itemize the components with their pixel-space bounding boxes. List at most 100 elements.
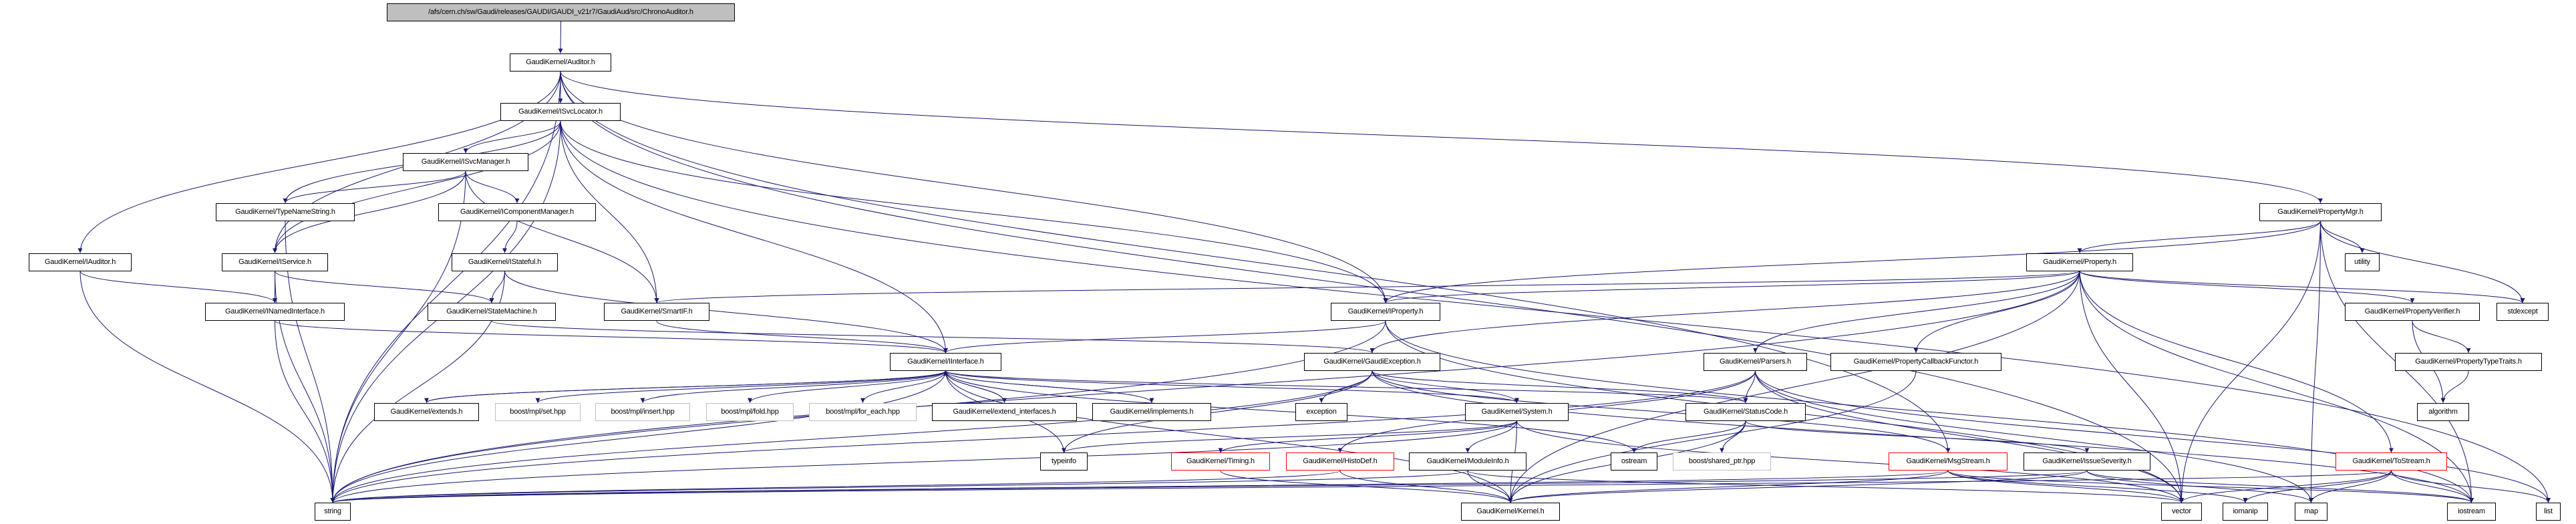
edge-parsers-to-map <box>1755 370 2313 503</box>
edge-system-to-timing <box>1218 420 1517 453</box>
node-propertyverifier[interactable]: GaudiKernel/PropertyVerifier.h <box>2345 303 2480 321</box>
edge-iinterface-to-kernel <box>945 370 1513 503</box>
node-histodef[interactable]: GaudiKernel/HistoDef.h <box>1286 452 1394 471</box>
node-iinterface[interactable]: GaudiKernel/IInterface.h <box>890 352 1001 371</box>
edge-propertymgr-to-vector <box>2179 221 2321 503</box>
edge-isvcmanager-to-iservice <box>273 171 466 253</box>
edge-propertyverifier-to-propertytypetraits <box>2412 321 2471 353</box>
edge-msgstream-to-vector <box>1947 471 2184 503</box>
edge-isvclocator-to-isvcmanager <box>463 121 561 154</box>
node-list[interactable]: list <box>2536 503 2561 521</box>
node-property[interactable]: GaudiKernel/Property.h <box>2026 253 2133 271</box>
node-auditor[interactable]: GaudiKernel/Auditor.h <box>510 53 611 72</box>
node-propertymgr[interactable]: GaudiKernel/PropertyMgr.h <box>2259 203 2382 221</box>
node-iservice[interactable]: GaudiKernel/IService.h <box>222 253 328 271</box>
edge-issueseverity-to-iostream <box>2086 470 2474 503</box>
edge-gaudiexception-to-msgstream <box>1372 370 1951 453</box>
node-msgstream[interactable]: GaudiKernel/MsgStream.h <box>1889 452 2007 471</box>
edge-isvcmanager-to-smartif <box>465 171 659 303</box>
edge-iinterface-to-mplset <box>535 370 946 404</box>
edge-msgstream-to-iomanip <box>1947 470 2248 503</box>
node-string[interactable]: string <box>315 503 351 521</box>
edge-property-to-iproperty <box>1383 271 2080 303</box>
node-vector[interactable]: vector <box>2161 503 2202 521</box>
node-typeinfo[interactable]: typeinfo <box>1040 452 1088 471</box>
edge-propertymgr-to-stdexcept <box>2320 221 2525 303</box>
node-statemachine[interactable]: GaudiKernel/StateMachine.h <box>428 303 556 321</box>
edge-inamedinterface-to-iinterface <box>275 320 948 354</box>
node-ostream[interactable]: ostream <box>1611 452 1657 471</box>
edge-system-to-string <box>330 420 1517 503</box>
node-system[interactable]: GaudiKernel/System.h <box>1465 402 1569 421</box>
edge-tostream-to-list <box>2391 471 2551 503</box>
node-moduleinfo[interactable]: GaudiKernel/ModuleInfo.h <box>1409 452 1526 471</box>
edge-istateful-to-statemachine <box>489 271 505 303</box>
edge-iauditor-to-string <box>79 271 335 503</box>
node-stdexcept[interactable]: stdexcept <box>2497 303 2549 321</box>
node-isvcmanager[interactable]: GaudiKernel/ISvcManager.h <box>403 153 528 172</box>
edge-iproperty-to-iinterface <box>943 320 1386 354</box>
node-inamedinterface[interactable]: GaudiKernel/INamedInterface.h <box>205 303 345 321</box>
node-map[interactable]: map <box>2295 503 2327 521</box>
edge-system-to-moduleinfo <box>1465 420 1517 453</box>
edge-propertymgr-to-property <box>2077 221 2321 253</box>
node-isvclocator[interactable]: GaudiKernel/ISvcLocator.h <box>500 103 621 122</box>
node-propertytypetraits[interactable]: GaudiKernel/PropertyTypeTraits.h <box>2395 352 2542 371</box>
edge-iinterface-to-mplfold <box>748 370 946 403</box>
edge-iinterface-to-statuscode <box>945 370 1748 404</box>
edge-parsers-to-string <box>330 370 1756 503</box>
edge-property-to-propertyverifier <box>2079 271 2415 303</box>
edge-propertymgr-to-utility <box>2320 221 2365 253</box>
edge-auditor-to-msgstream <box>560 71 1951 453</box>
node-issueseverity[interactable]: GaudiKernel/IssueSeverity.h <box>2024 452 2150 471</box>
edge-msgstream-to-kernel <box>1508 470 1949 503</box>
edge-property-to-stdexcept <box>2079 271 2525 303</box>
node-istateful[interactable]: GaudiKernel/IStateful.h <box>452 253 558 271</box>
edge-iauditor-to-inamedinterface <box>79 271 277 303</box>
node-gaudiexception[interactable]: GaudiKernel/GaudiException.h <box>1304 352 1440 371</box>
edge-property-to-tostream <box>2079 271 2394 453</box>
node-exception[interactable]: exception <box>1295 402 1347 421</box>
node-iproperty[interactable]: GaudiKernel/IProperty.h <box>1331 303 1440 321</box>
node-mplforeach: boost/mpl/for_each.hpp <box>809 402 917 421</box>
node-statuscode[interactable]: GaudiKernel/StatusCode.h <box>1685 402 1806 421</box>
node-mplfold: boost/mpl/fold.hpp <box>706 402 794 421</box>
node-iauditor[interactable]: GaudiKernel/IAuditor.h <box>29 253 132 271</box>
node-algorithm[interactable]: algorithm <box>2417 402 2469 421</box>
edge-isvclocator-to-list <box>560 121 2551 503</box>
node-typenamestring[interactable]: GaudiKernel/TypeNameString.h <box>216 203 355 221</box>
edge-iinterface-to-ostream <box>945 370 1637 453</box>
node-timing[interactable]: GaudiKernel/Timing.h <box>1171 452 1270 471</box>
edge-property-to-smartif <box>655 271 2080 303</box>
node-icomponentmanager[interactable]: GaudiKernel/IComponentManager.h <box>438 203 596 221</box>
edge-smartif-to-iinterface <box>656 320 948 354</box>
edge-histodef-to-string <box>330 470 1341 503</box>
node-parsers[interactable]: GaudiKernel/Parsers.h <box>1704 352 1807 371</box>
node-smartif[interactable]: GaudiKernel/SmartIF.h <box>604 303 709 321</box>
node-sharedptr: boost/shared_ptr.hpp <box>1673 452 1771 471</box>
edge-gaudiexception-to-typeinfo <box>1062 370 1373 453</box>
edge-statuscode-to-ostream <box>1631 420 1746 453</box>
edge-typenamestring-to-string <box>285 221 335 503</box>
edge-parsers-to-statuscode <box>1743 370 1756 403</box>
node-kernel[interactable]: GaudiKernel/Kernel.h <box>1461 503 1560 521</box>
edge-auditor-to-propertymgr <box>560 71 2323 203</box>
node-utility[interactable]: utility <box>2345 253 2380 271</box>
edge-gaudiexception-to-string <box>330 370 1373 503</box>
edge-iinterface-to-mplinsert <box>640 370 946 404</box>
edge-histodef-to-kernel <box>1339 471 1513 503</box>
node-iomanip[interactable]: iomanip <box>2223 503 2268 521</box>
edge-icomponentmanager-to-istateful <box>502 221 518 253</box>
node-iostream[interactable]: iostream <box>2447 503 2496 521</box>
node-tostream[interactable]: GaudiKernel/ToStream.h <box>2336 452 2447 471</box>
edge-parsers-to-list <box>1755 370 2551 503</box>
node-propertycallbackfunctor[interactable]: GaudiKernel/PropertyCallbackFunctor.h <box>1830 352 2001 371</box>
edge-iinterface-to-mplforeach <box>860 370 946 403</box>
node-extends[interactable]: GaudiKernel/extends.h <box>374 402 479 421</box>
edge-inamedinterface-to-string <box>275 321 335 503</box>
node-implements[interactable]: GaudiKernel/implements.h <box>1092 402 1211 421</box>
edge-issueseverity-to-map <box>2086 471 2313 503</box>
node-extendinterfaces[interactable]: GaudiKernel/extend_interfaces.h <box>932 402 1077 421</box>
edge-extends-to-iinterface <box>426 370 948 404</box>
